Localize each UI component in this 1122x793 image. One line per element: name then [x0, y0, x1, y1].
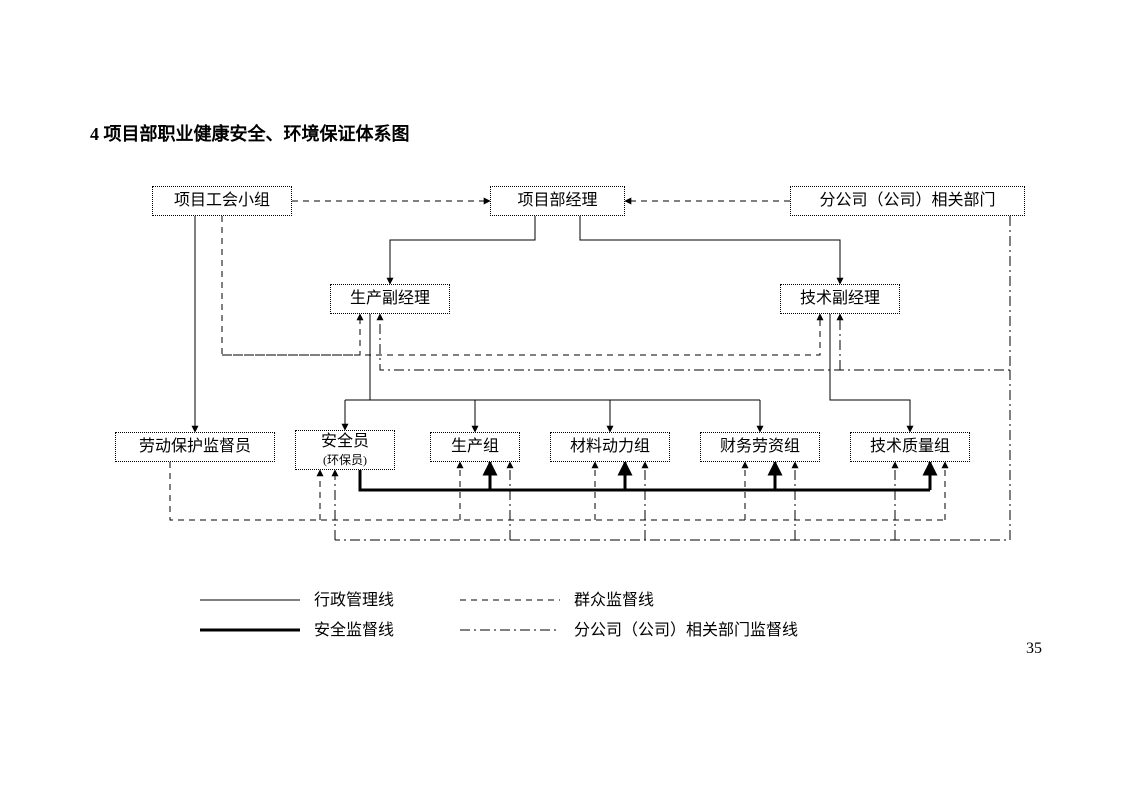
legend-label-safety: 安全监督线	[314, 621, 394, 639]
edge-admin-17	[830, 314, 910, 432]
node-label: 材料动力组	[570, 437, 650, 456]
node-union: 项目工会小组	[152, 186, 292, 216]
edges-layer: 行政管理线 群众监督线安全监督线 分公司（公司）相关部门监督线	[0, 0, 1122, 793]
edge-admin-3	[580, 216, 840, 284]
legend-label-mass: 群众监督线	[574, 591, 654, 609]
edge-admin-9	[345, 314, 370, 400]
legend-label-admin: 行政管理线	[314, 591, 394, 609]
edge-company-6	[380, 216, 1010, 370]
page: 4 项目部职业健康安全、环境保证体系图 行政管理线 群众监督线安全监督线 分公司（公…	[0, 0, 1122, 793]
node-vp_prod: 生产副经理	[330, 284, 450, 314]
node-label: 生产副经理	[350, 289, 430, 308]
edge-mass-5	[222, 314, 820, 355]
node-vp_tech: 技术副经理	[780, 284, 900, 314]
node-label: 生产组	[451, 437, 499, 456]
edge-safety-18	[360, 470, 930, 490]
legend-label-company: 分公司（公司）相关部门监督线	[574, 621, 798, 639]
node-label: 技术副经理	[800, 289, 880, 308]
node-prod: 生产组	[430, 432, 520, 462]
node-label: 劳动保护监督员	[139, 437, 251, 456]
node-material: 材料动力组	[550, 432, 670, 462]
node-label: 项目工会小组	[174, 191, 270, 210]
node-branch: 分公司（公司）相关部门	[790, 186, 1025, 216]
node-label: 财务劳资组	[720, 437, 800, 456]
node-techqc: 技术质量组	[850, 432, 970, 462]
node-label: 安全员	[321, 432, 369, 451]
node-labor: 劳动保护监督员	[115, 432, 275, 462]
node-safety: 安全员 (环保员)	[295, 430, 395, 470]
node-label: 分公司（公司）相关部门	[819, 191, 995, 210]
node-label: 项目部经理	[517, 191, 597, 210]
node-sublabel: (环保员)	[323, 453, 367, 467]
node-label: 技术质量组	[870, 437, 950, 456]
page-number: 35	[1026, 640, 1042, 658]
node-pm: 项目部经理	[490, 186, 625, 216]
edge-mass-23	[170, 462, 945, 520]
page-title: 4 项目部职业健康安全、环境保证体系图	[90, 120, 410, 146]
edge-admin-2	[390, 216, 535, 284]
node-finance: 财务劳资组	[700, 432, 820, 462]
